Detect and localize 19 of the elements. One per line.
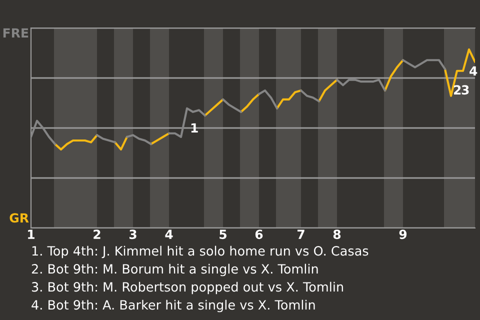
- text: 3. Bot 9th: M. Robertson popped out vs X. Tomlin: [32, 282, 343, 294]
- annotation: 3: [462, 85, 469, 95]
- annotation: 2: [454, 85, 461, 94]
- x-tick-label: 6: [255, 230, 263, 240]
- x-tick-label: 5: [220, 230, 226, 240]
- annotation: 1: [191, 123, 198, 132]
- annotation: 4: [470, 66, 478, 76]
- x-tick-label: 9: [399, 230, 407, 240]
- x-tick-label: 8: [333, 230, 341, 240]
- x-tick-label: 1: [28, 230, 34, 239]
- text: 2. Bot 9th: M. Borum hit a single vs X. Tomlin: [32, 264, 318, 276]
- x-tick-label: 7: [297, 230, 304, 239]
- text: 4. Bot 9th: A. Barker hit a single vs X. Tomlin: [32, 300, 315, 312]
- x-tick-label: 4: [165, 230, 173, 239]
- x-tick-label: 2: [94, 230, 100, 239]
- text: FRE: [3, 28, 28, 38]
- text: 1. Top 4th: J. Kimmel hit a solo home run vs O. Casas: [32, 246, 368, 258]
- text: GR: [10, 213, 29, 223]
- x-tick-label: 3: [129, 230, 136, 240]
